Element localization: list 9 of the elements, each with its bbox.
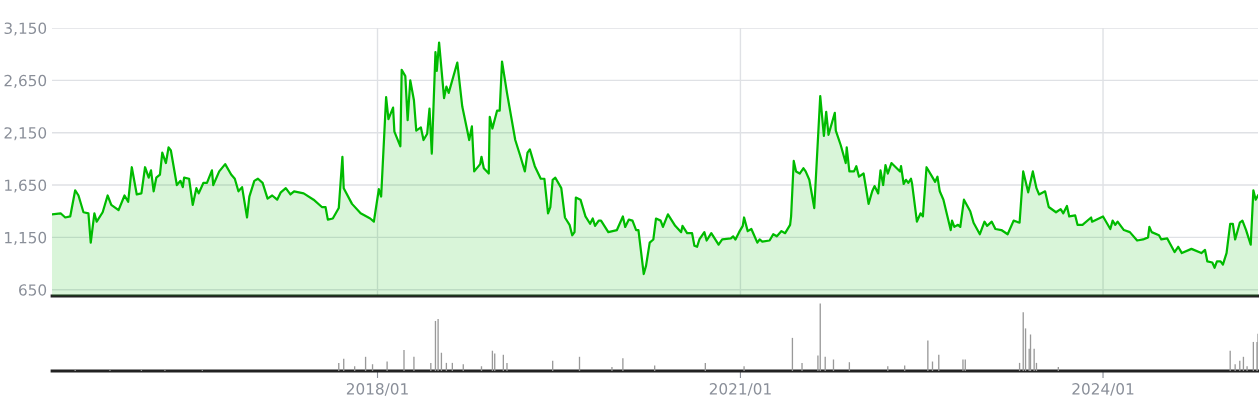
x-tick-label: 2021/01 [709, 383, 771, 396]
y-tick-label: 3,150 [4, 22, 47, 36]
y-tick-label: 2,650 [4, 74, 47, 88]
y-tick-label: 650 [19, 284, 47, 296]
x-tick-label: 2018/01 [346, 383, 408, 396]
x-tick-label: 2024/01 [1072, 383, 1134, 396]
y-tick-label: 2,150 [4, 127, 47, 141]
y-tick-label: 1,650 [5, 179, 47, 193]
y-tick-label: 1,150 [5, 231, 47, 245]
